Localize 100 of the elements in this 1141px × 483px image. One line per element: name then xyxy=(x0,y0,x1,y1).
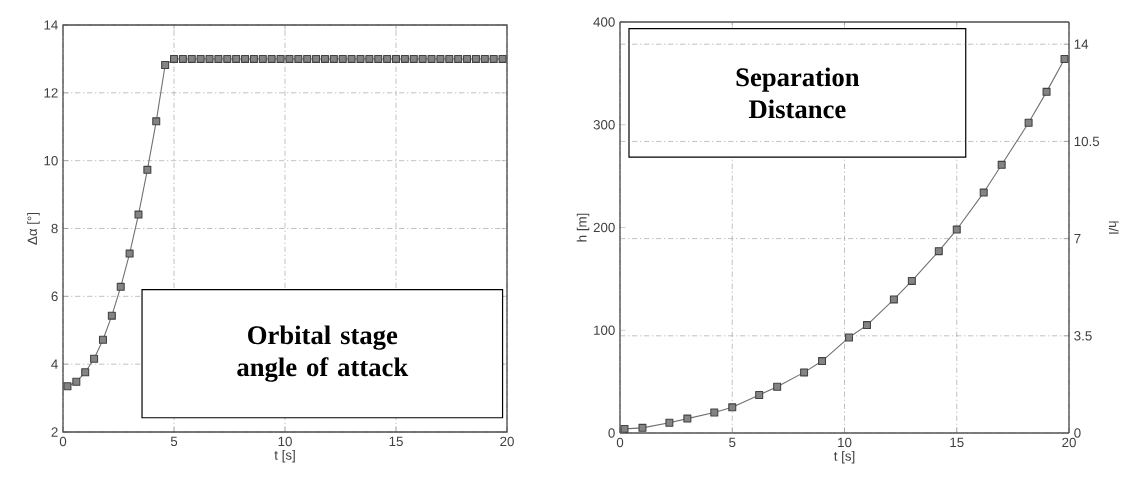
point xyxy=(347,54,356,63)
point xyxy=(1060,54,1069,63)
point xyxy=(710,408,719,417)
point xyxy=(889,295,898,304)
point xyxy=(427,54,436,63)
point xyxy=(374,54,383,63)
point xyxy=(683,414,692,423)
y-axis-title: h [m] xyxy=(576,213,590,242)
point xyxy=(728,403,737,412)
point xyxy=(338,54,347,63)
point xyxy=(320,54,329,63)
y-tick-label: 0 xyxy=(608,428,615,438)
point xyxy=(773,382,782,391)
point xyxy=(392,54,401,63)
point xyxy=(409,54,418,63)
x-tick-label: 5 xyxy=(729,437,736,448)
point xyxy=(241,54,250,63)
point xyxy=(170,54,179,63)
point xyxy=(907,276,916,285)
point xyxy=(620,424,629,433)
point xyxy=(285,54,294,63)
x-tick-label: 10 xyxy=(838,437,852,448)
point xyxy=(498,54,507,63)
point xyxy=(471,54,480,63)
point xyxy=(214,54,223,63)
point xyxy=(356,54,365,63)
point xyxy=(152,117,161,126)
y-tick-label: 2 xyxy=(51,427,58,437)
point xyxy=(205,54,214,63)
point xyxy=(90,354,99,363)
point xyxy=(81,368,90,377)
point xyxy=(143,165,152,174)
point xyxy=(844,333,854,342)
x-tick-label: 15 xyxy=(950,437,964,448)
x-tick-label: 10 xyxy=(278,436,292,447)
x-tick-label: 20 xyxy=(500,436,514,447)
point xyxy=(161,61,170,70)
y2-tick-label: 3.5 xyxy=(1074,331,1092,341)
y2-tick-label: 0 xyxy=(1074,428,1081,438)
point xyxy=(249,54,258,63)
point xyxy=(196,54,205,63)
point xyxy=(258,54,267,63)
y-tick-label: 4 xyxy=(51,359,58,369)
point xyxy=(267,54,276,63)
y2-tick-label: 7 xyxy=(1074,234,1081,244)
point xyxy=(445,54,454,63)
y-tick-label: 14 xyxy=(44,20,58,30)
y-tick-label: 6 xyxy=(51,291,58,302)
y-tick-label: 200 xyxy=(593,222,615,233)
y-tick-label: 300 xyxy=(593,120,615,130)
point xyxy=(436,54,445,63)
point xyxy=(125,249,134,258)
point xyxy=(178,54,187,63)
point xyxy=(454,54,463,63)
point xyxy=(63,382,72,391)
point xyxy=(862,321,871,330)
point xyxy=(755,390,764,399)
x-tick-label: 0 xyxy=(59,436,67,447)
point xyxy=(818,357,827,366)
y-tick-label: 8 xyxy=(51,223,58,234)
y-tick-label: 100 xyxy=(594,325,615,335)
point xyxy=(489,54,498,63)
x-tick-label: 0 xyxy=(616,437,624,448)
point xyxy=(1042,87,1051,96)
point xyxy=(223,54,232,63)
point xyxy=(463,54,472,63)
point xyxy=(72,377,81,386)
point xyxy=(276,54,285,63)
y-tick-label: 10 xyxy=(44,155,58,166)
y2-tick-label: 10.5 xyxy=(1074,136,1100,147)
point xyxy=(232,54,241,63)
point xyxy=(303,54,312,63)
point xyxy=(187,54,196,63)
point xyxy=(400,54,409,63)
point xyxy=(116,282,125,291)
point xyxy=(934,247,943,256)
point xyxy=(294,54,303,63)
y-tick-label: 400 xyxy=(593,17,615,27)
annotation: Separation Distance xyxy=(736,67,860,119)
point xyxy=(997,160,1006,169)
point xyxy=(312,54,321,63)
x-axis-title: t [s] xyxy=(274,449,295,463)
point xyxy=(329,54,338,63)
point xyxy=(1024,118,1033,127)
point xyxy=(98,335,107,344)
point xyxy=(134,210,143,219)
y2-axis-title: h/l xyxy=(1108,221,1119,234)
point xyxy=(952,225,961,234)
point xyxy=(800,368,809,377)
point xyxy=(979,188,988,197)
y-axis-title: Δα [°] xyxy=(27,212,40,245)
point xyxy=(665,418,674,427)
y-tick-label: 12 xyxy=(44,88,58,98)
point xyxy=(480,54,489,63)
y2-tick-label: 14 xyxy=(1074,39,1089,49)
annotation: Orbital stage angle of attack xyxy=(237,325,409,382)
x-axis-title: t [s] xyxy=(833,450,855,464)
x-tick-label: 15 xyxy=(389,436,403,447)
point xyxy=(383,54,392,63)
point xyxy=(107,311,116,320)
